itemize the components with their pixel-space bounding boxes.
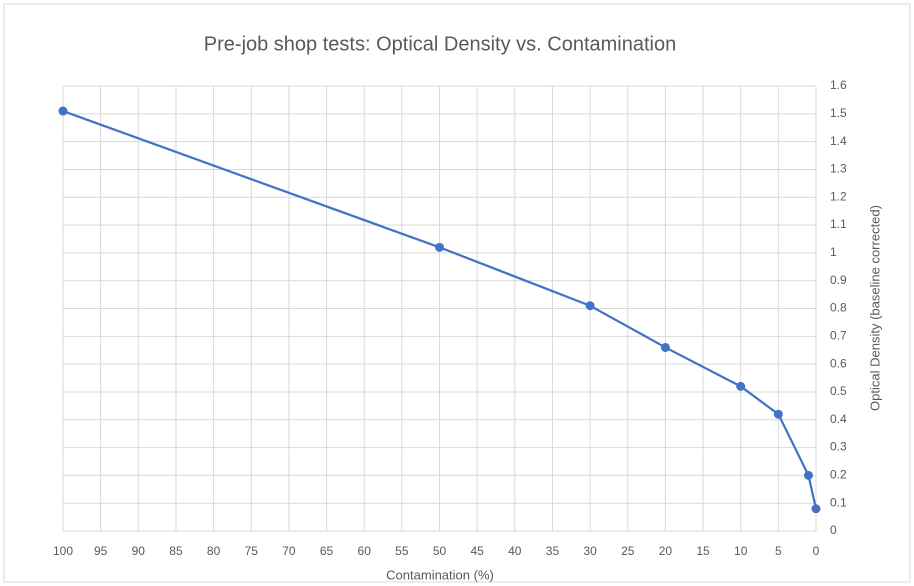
data-point: [585, 301, 595, 311]
x-tick-label: 40: [508, 544, 522, 558]
data-point: [811, 504, 821, 514]
x-tick-label: 0: [813, 544, 820, 558]
x-tick-label: 5: [775, 544, 782, 558]
x-tick-label: 75: [245, 544, 259, 558]
y-tick-label: 1.2: [830, 189, 847, 203]
x-tick-label: 45: [470, 544, 484, 558]
y-tick-label: 1.4: [830, 134, 847, 148]
x-tick-label: 80: [207, 544, 221, 558]
y-tick-label: 0.8: [830, 301, 847, 315]
y-tick-label: 1.3: [830, 162, 847, 176]
y-tick-label: 0.7: [830, 328, 847, 342]
data-point: [773, 409, 783, 419]
x-tick-label: 30: [583, 544, 597, 558]
x-tick-label: 20: [659, 544, 673, 558]
y-tick-label: 0.5: [830, 384, 847, 398]
x-tick-label: 15: [696, 544, 710, 558]
x-tick-label: 55: [395, 544, 409, 558]
x-tick-label: 70: [282, 544, 296, 558]
chart-title: Pre-job shop tests: Optical Density vs. …: [204, 33, 676, 55]
x-tick-label: 50: [433, 544, 447, 558]
y-tick-label: 0.2: [830, 468, 847, 482]
x-tick-label: 100: [53, 544, 73, 558]
chart-border: [3, 3, 911, 583]
y-tick-label: 0.6: [830, 356, 847, 370]
x-tick-label: 35: [546, 544, 560, 558]
y-tick-label: 1.5: [830, 106, 847, 120]
x-tick-label: 90: [132, 544, 146, 558]
data-point: [736, 381, 746, 391]
x-tick-label: 85: [169, 544, 183, 558]
data-line: [62, 109, 818, 509]
y-tick-label: 1.1: [830, 217, 847, 231]
y-axis-label: Optical Density (baseline corrected): [867, 205, 882, 411]
y-tick-label: 0.4: [830, 412, 847, 426]
y-tick-label: 1: [830, 245, 837, 259]
x-tick-label: 65: [320, 544, 334, 558]
data-point: [58, 106, 68, 116]
y-tick-label: 0.1: [830, 495, 847, 509]
y-tick-label: 1.6: [830, 78, 847, 92]
x-tick-label: 95: [94, 544, 108, 558]
x-tick-label: 10: [734, 544, 748, 558]
y-tick-label: 0: [830, 523, 837, 537]
x-tick-label: 60: [358, 544, 372, 558]
data-point: [435, 242, 444, 252]
y-tick-label: 0.3: [830, 440, 847, 454]
data-point: [660, 342, 670, 352]
x-axis-label: Contamination (%): [386, 567, 494, 582]
x-tick-label: 25: [621, 544, 635, 558]
y-tick-label: 0.9: [830, 273, 847, 287]
data-point: [803, 470, 813, 480]
